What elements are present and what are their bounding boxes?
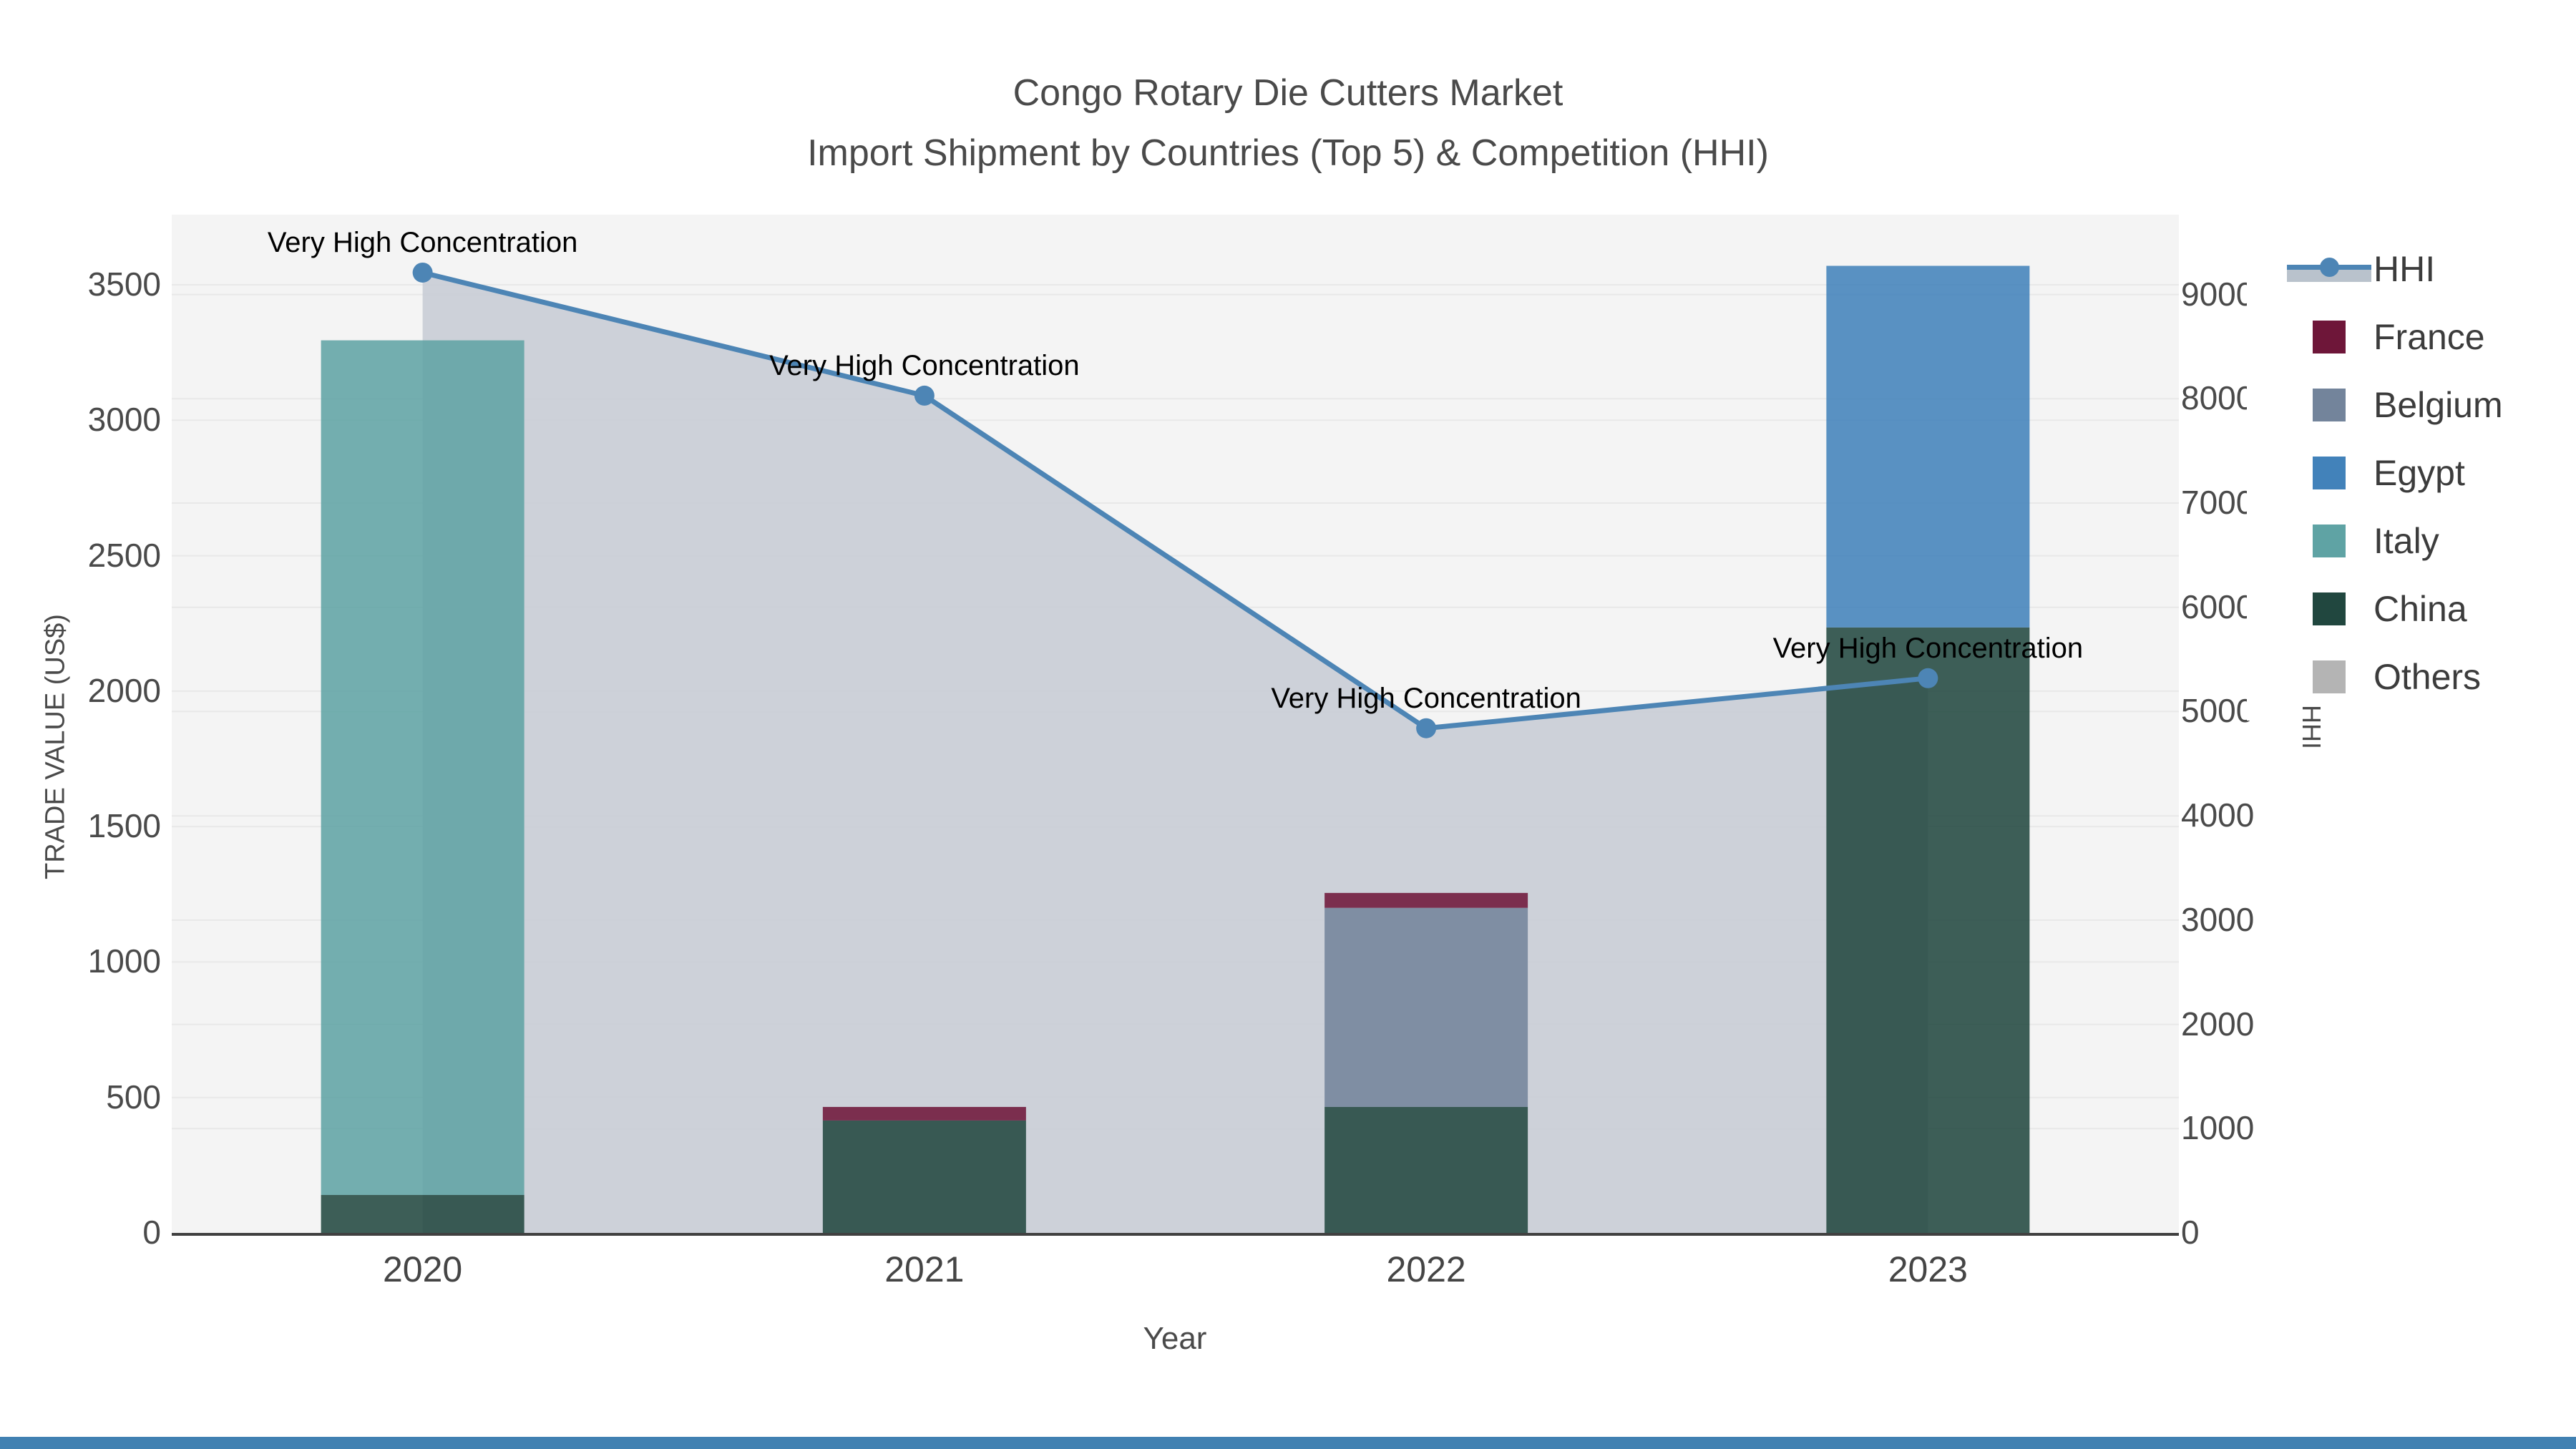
legend-item-china: China [2284, 575, 2576, 643]
right-tick-label-5000: 5000 [2181, 692, 2255, 730]
bar-segment-france-2022 [1324, 892, 1528, 908]
bar-segment-france-2021 [822, 1106, 1026, 1121]
left-axis-title: TRADE VALUE (US$) [40, 614, 71, 879]
bar-segment-china-2021 [822, 1120, 1026, 1233]
annotation-2022: Very High Concentration [1271, 682, 1581, 714]
legend: HHI France Belgium Egypt Italy China Others [2247, 228, 2576, 721]
legend-item-hhi: HHI [2284, 235, 2576, 303]
left-tick-label-3000: 3000 [87, 401, 161, 439]
x-axis-title: Year [1143, 1321, 1207, 1356]
page-title: Congo Rotary Die Cutters Market [1013, 72, 1563, 114]
annotation-2020: Very High Concentration [267, 226, 578, 258]
right-tick-label-2000: 2000 [2181, 1005, 2255, 1043]
legend-swatch-italy [2284, 524, 2373, 557]
legend-item-belgium: Belgium [2284, 371, 2576, 439]
legend-item-france: France [2284, 303, 2576, 371]
hhi-line-icon [2284, 255, 2373, 283]
right-tick-label-6000: 6000 [2181, 587, 2255, 625]
legend-swatch-belgium [2284, 388, 2373, 421]
left-tick-label-1500: 1500 [87, 807, 161, 845]
right-tick-label-1000: 1000 [2181, 1109, 2255, 1147]
left-tick-label-2000: 2000 [87, 671, 161, 709]
legend-item-italy: Italy [2284, 507, 2576, 575]
bar-segment-belgium-2022 [1324, 907, 1528, 1107]
bar-segment-china-2022 [1324, 1106, 1528, 1233]
right-tick-label-9000: 9000 [2181, 275, 2255, 313]
legend-label: China [2373, 588, 2467, 629]
left-tick-label-3500: 3500 [87, 265, 161, 303]
x-tick-label-2021: 2021 [884, 1249, 965, 1289]
right-tick-label-0: 0 [2181, 1214, 2200, 1251]
legend-label: Belgium [2373, 384, 2503, 425]
annotation-2021: Very High Concentration [769, 349, 1080, 381]
bar-segment-italy-2020 [321, 340, 525, 1195]
x-tick-label-2023: 2023 [1888, 1249, 1968, 1289]
legend-swatch-others [2284, 660, 2373, 693]
legend-swatch-china [2284, 592, 2373, 625]
legend-item-others: Others [2284, 643, 2576, 711]
right-tick-label-7000: 7000 [2181, 483, 2255, 521]
right-tick-label-3000: 3000 [2181, 900, 2255, 938]
legend-label: Italy [2373, 520, 2439, 561]
hhi-marker-2020 [412, 262, 433, 283]
annotation-2023: Very High Concentration [1772, 632, 2084, 664]
bar-segment-china-2020 [321, 1195, 525, 1233]
legend-label: France [2373, 316, 2485, 357]
x-tick-label-2022: 2022 [1386, 1249, 1466, 1289]
legend-swatch-egypt [2284, 456, 2373, 489]
legend-swatch-france [2284, 320, 2373, 353]
legend-label: HHI [2373, 248, 2436, 289]
left-tick-label-500: 500 [106, 1078, 161, 1116]
right-tick-label-4000: 4000 [2181, 796, 2255, 834]
hhi-marker-2022 [1416, 718, 1437, 738]
chart-subtitle: Import Shipment by Countries (Top 5) & C… [807, 132, 1769, 174]
legend-item-egypt: Egypt [2284, 439, 2576, 507]
left-tick-label-1000: 1000 [87, 942, 161, 980]
x-tick-label-2020: 2020 [383, 1249, 463, 1289]
legend-label: Others [2373, 656, 2482, 697]
right-axis-title: HHI [2297, 705, 2326, 749]
hhi-marker-2023 [1918, 668, 1938, 688]
bar-segment-egypt-2023 [1826, 265, 2030, 628]
bar-segment-china-2023 [1826, 627, 2030, 1233]
legend-label: Egypt [2373, 452, 2465, 493]
left-tick-label-2500: 2500 [87, 536, 161, 574]
right-tick-label-8000: 8000 [2181, 379, 2255, 417]
hhi-area [422, 272, 1928, 1233]
hhi-marker-2021 [914, 385, 935, 406]
hhi-line [421, 270, 1928, 731]
left-tick-label-0: 0 [142, 1214, 161, 1251]
bottom-accent-strip [0, 1437, 2576, 1449]
